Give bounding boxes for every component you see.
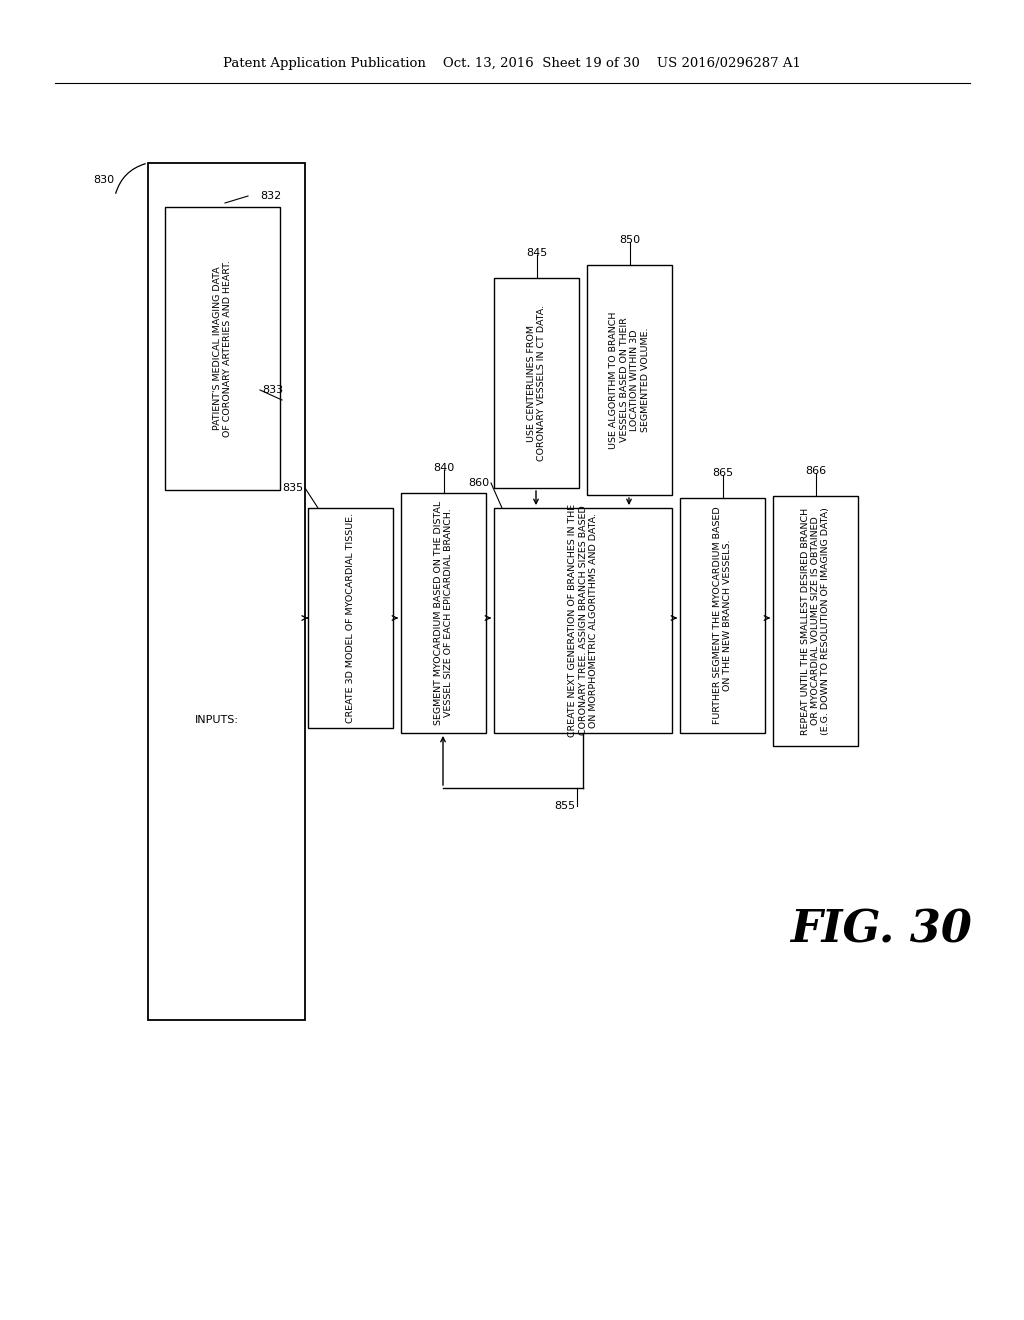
Bar xyxy=(165,207,280,490)
Text: 840: 840 xyxy=(433,463,454,473)
Bar xyxy=(401,492,486,733)
Text: CREATE NEXT GENERATION OF BRANCHES IN THE
CORONARY TREE. ASSIGN BRANCH SIZES BAS: CREATE NEXT GENERATION OF BRANCHES IN TH… xyxy=(568,504,598,737)
Bar xyxy=(148,162,305,1020)
Bar xyxy=(773,496,858,746)
Text: 830: 830 xyxy=(93,176,115,185)
Bar xyxy=(308,508,393,729)
Bar xyxy=(680,498,765,733)
Text: USE ALGORITHM TO BRANCH
VESSELS BASED ON THEIR
LOCATION WITHIN 3D
SEGMENTED VOLU: USE ALGORITHM TO BRANCH VESSELS BASED ON… xyxy=(609,312,649,449)
Text: 850: 850 xyxy=(618,235,640,246)
Text: USE CENTERLINES FROM
CORONARY VESSELS IN CT DATA.: USE CENTERLINES FROM CORONARY VESSELS IN… xyxy=(526,305,546,461)
Text: 835: 835 xyxy=(282,483,303,492)
Text: 865: 865 xyxy=(712,469,733,478)
Bar xyxy=(587,265,672,495)
Text: 845: 845 xyxy=(526,248,547,257)
Text: FURTHER SEGMENT THE MYOCARDIUM BASED
ON THE NEW BRANCH VESSELS.: FURTHER SEGMENT THE MYOCARDIUM BASED ON … xyxy=(713,507,732,725)
Bar xyxy=(494,279,579,488)
Text: FIG. 30: FIG. 30 xyxy=(790,908,972,952)
Text: 860: 860 xyxy=(468,478,489,488)
Text: INPUTS:: INPUTS: xyxy=(195,715,239,725)
Text: PATIENT'S MEDICAL IMAGING DATA
OF CORONARY ARTERIES AND HEART.: PATIENT'S MEDICAL IMAGING DATA OF CORONA… xyxy=(213,260,232,437)
Text: 833: 833 xyxy=(262,385,283,395)
Bar xyxy=(494,508,672,733)
Text: REPEAT UNTIL THE SMALLEST DESIRED BRANCH
OR MYOCARDIAL VOLUME SIZE IS OBTAINED
(: REPEAT UNTIL THE SMALLEST DESIRED BRANCH… xyxy=(801,507,830,735)
Text: 866: 866 xyxy=(805,466,826,477)
Text: 832: 832 xyxy=(260,191,282,201)
Text: CREATE 3D MODEL OF MYOCARDIAL TISSUE.: CREATE 3D MODEL OF MYOCARDIAL TISSUE. xyxy=(346,513,355,723)
Text: 855: 855 xyxy=(554,801,575,810)
Text: Patent Application Publication    Oct. 13, 2016  Sheet 19 of 30    US 2016/02962: Patent Application Publication Oct. 13, … xyxy=(223,57,801,70)
Text: SEGMENT MYOCARDIUM BASED ON THE DISTAL
VESSEL SIZE OF EACH EPICARDIAL BRANCH.: SEGMENT MYOCARDIUM BASED ON THE DISTAL V… xyxy=(434,500,454,725)
